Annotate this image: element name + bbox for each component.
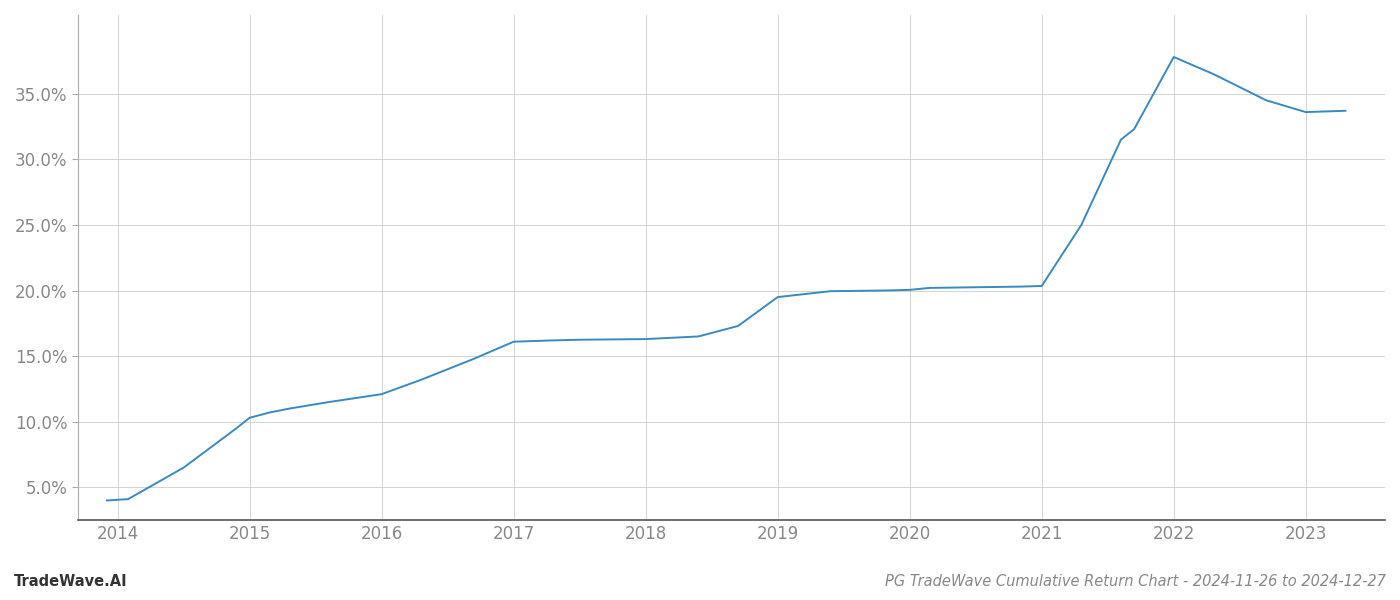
Text: TradeWave.AI: TradeWave.AI xyxy=(14,574,127,589)
Text: PG TradeWave Cumulative Return Chart - 2024-11-26 to 2024-12-27: PG TradeWave Cumulative Return Chart - 2… xyxy=(885,574,1386,589)
